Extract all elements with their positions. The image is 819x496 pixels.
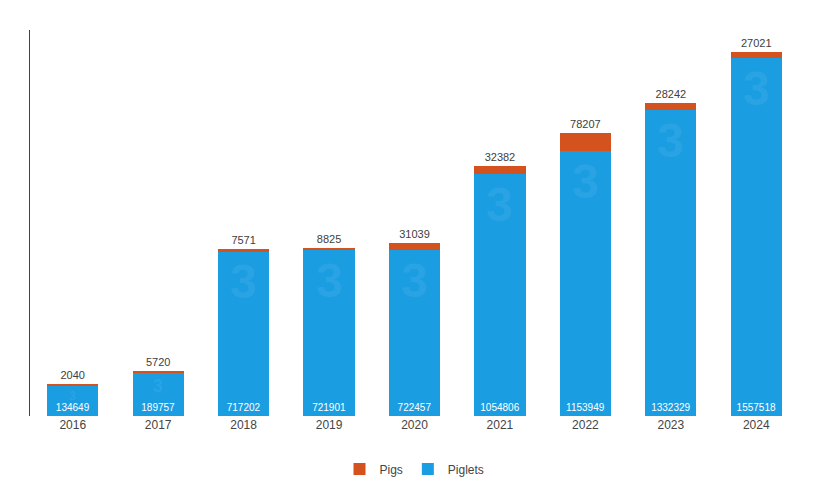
svg-text:3: 3 — [572, 155, 599, 208]
svg-text:3: 3 — [743, 62, 770, 115]
svg-text:5720: 5720 — [146, 356, 170, 368]
svg-text:8825: 8825 — [317, 233, 341, 245]
svg-text:2040: 2040 — [60, 369, 84, 381]
svg-text:3: 3 — [316, 254, 343, 307]
svg-text:32382: 32382 — [485, 151, 516, 163]
svg-text:1557518: 1557518 — [737, 402, 776, 413]
svg-text:3: 3 — [657, 114, 684, 167]
svg-text:28242: 28242 — [656, 88, 687, 100]
svg-text:2022: 2022 — [572, 418, 599, 432]
svg-text:722457: 722457 — [398, 402, 432, 413]
svg-text:2018: 2018 — [230, 418, 257, 432]
svg-text:3: 3 — [230, 255, 257, 308]
svg-text:134649: 134649 — [56, 402, 90, 413]
svg-text:3: 3 — [69, 389, 76, 403]
svg-text:Piglets: Piglets — [448, 463, 484, 477]
svg-text:1054806: 1054806 — [480, 402, 519, 413]
svg-text:2023: 2023 — [657, 418, 684, 432]
svg-text:2017: 2017 — [145, 418, 172, 432]
svg-text:2016: 2016 — [59, 418, 86, 432]
svg-text:3: 3 — [153, 376, 163, 396]
svg-text:27021: 27021 — [741, 37, 772, 49]
svg-text:7571: 7571 — [231, 234, 255, 246]
svg-text:3: 3 — [486, 178, 513, 231]
svg-text:3: 3 — [401, 254, 428, 307]
svg-text:1332329: 1332329 — [651, 402, 690, 413]
svg-text:2024: 2024 — [743, 418, 770, 432]
svg-text:31039: 31039 — [399, 228, 430, 240]
svg-text:717202: 717202 — [227, 402, 261, 413]
svg-text:Pigs: Pigs — [380, 463, 403, 477]
svg-text:189757: 189757 — [141, 402, 175, 413]
svg-text:2021: 2021 — [487, 418, 514, 432]
svg-text:1153949: 1153949 — [566, 402, 605, 413]
svg-text:78207: 78207 — [570, 118, 601, 130]
svg-text:2019: 2019 — [316, 418, 343, 432]
svg-text:721901: 721901 — [312, 402, 346, 413]
svg-text:2020: 2020 — [401, 418, 428, 432]
